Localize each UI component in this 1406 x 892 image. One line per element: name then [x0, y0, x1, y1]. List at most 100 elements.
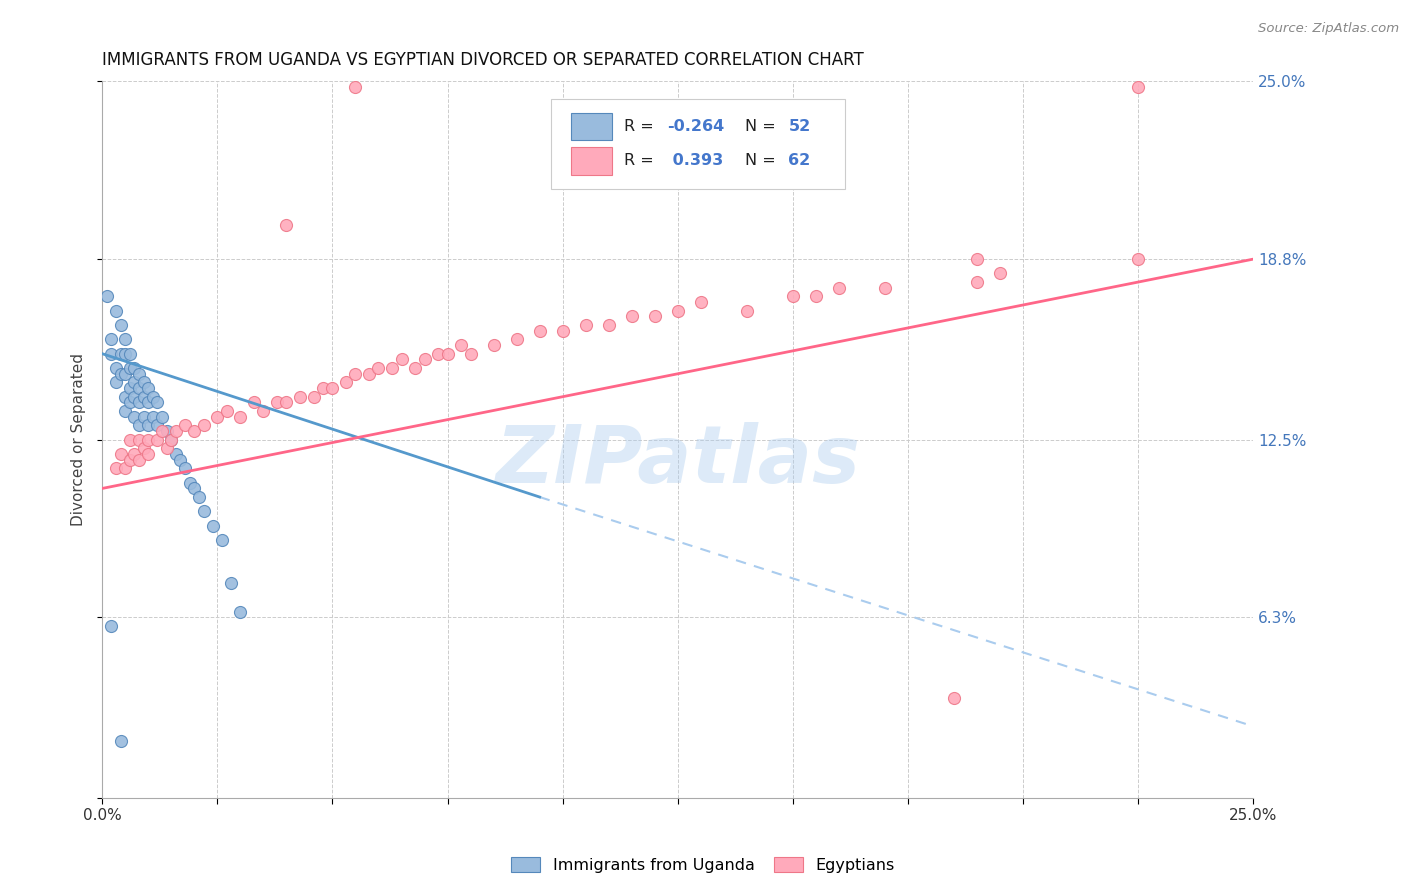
- Text: Source: ZipAtlas.com: Source: ZipAtlas.com: [1258, 22, 1399, 36]
- Point: [136, 433, 159, 447]
- Point: [114, 390, 136, 404]
- Point: [312, 381, 335, 395]
- Point: [344, 367, 367, 381]
- Point: [100, 332, 122, 346]
- Point: [391, 352, 413, 367]
- Point: [160, 433, 183, 447]
- Text: 62: 62: [789, 153, 811, 169]
- Point: [367, 361, 389, 376]
- Point: [114, 461, 136, 475]
- Text: N =: N =: [745, 119, 780, 134]
- Point: [988, 267, 1011, 281]
- Point: [179, 475, 201, 490]
- Point: [529, 324, 551, 338]
- Point: [96, 289, 118, 303]
- Point: [146, 395, 169, 409]
- Point: [124, 361, 146, 376]
- Point: [211, 533, 233, 547]
- Point: [193, 418, 215, 433]
- Point: [110, 733, 132, 747]
- Point: [252, 404, 274, 418]
- Point: [735, 303, 758, 318]
- Point: [427, 347, 450, 361]
- Point: [551, 324, 574, 338]
- Point: [666, 303, 689, 318]
- Point: [804, 289, 827, 303]
- Point: [100, 347, 122, 361]
- Point: [146, 418, 169, 433]
- Point: [436, 347, 458, 361]
- Point: [873, 281, 896, 295]
- Point: [966, 275, 988, 289]
- Point: [943, 690, 966, 705]
- Point: [146, 433, 169, 447]
- Point: [114, 367, 136, 381]
- Point: [100, 619, 122, 633]
- Point: [114, 404, 136, 418]
- Point: [128, 452, 150, 467]
- Point: [321, 381, 343, 395]
- Text: ZIPatlas: ZIPatlas: [495, 422, 860, 500]
- Text: R =: R =: [624, 153, 658, 169]
- Point: [344, 80, 367, 95]
- Point: [413, 352, 436, 367]
- Point: [150, 424, 173, 438]
- Point: [290, 390, 312, 404]
- FancyBboxPatch shape: [551, 99, 845, 189]
- Point: [689, 295, 711, 310]
- Point: [276, 218, 298, 232]
- Point: [124, 409, 146, 424]
- Point: [142, 409, 165, 424]
- Point: [505, 332, 527, 346]
- Point: [118, 381, 141, 395]
- Point: [128, 433, 150, 447]
- Point: [136, 418, 159, 433]
- Point: [160, 433, 183, 447]
- Point: [620, 310, 643, 324]
- Point: [174, 461, 197, 475]
- Point: [118, 361, 141, 376]
- Point: [302, 390, 325, 404]
- Point: [359, 367, 381, 381]
- FancyBboxPatch shape: [571, 113, 612, 140]
- Point: [266, 395, 288, 409]
- Point: [598, 318, 620, 332]
- Point: [335, 376, 357, 390]
- Point: [183, 424, 205, 438]
- Point: [118, 395, 141, 409]
- Point: [118, 433, 141, 447]
- Point: [165, 447, 187, 461]
- Point: [156, 424, 179, 438]
- Point: [187, 490, 209, 504]
- Point: [128, 395, 150, 409]
- Point: [124, 376, 146, 390]
- Point: [156, 442, 179, 456]
- Point: [105, 303, 128, 318]
- Point: [215, 404, 238, 418]
- Point: [460, 347, 482, 361]
- Text: N =: N =: [745, 153, 780, 169]
- Point: [124, 447, 146, 461]
- Point: [165, 424, 187, 438]
- Point: [128, 381, 150, 395]
- Point: [128, 418, 150, 433]
- Point: [828, 281, 851, 295]
- Y-axis label: Divorced or Separated: Divorced or Separated: [72, 353, 86, 526]
- Text: -0.264: -0.264: [668, 119, 724, 134]
- Point: [404, 361, 426, 376]
- Point: [132, 390, 155, 404]
- Text: IMMIGRANTS FROM UGANDA VS EGYPTIAN DIVORCED OR SEPARATED CORRELATION CHART: IMMIGRANTS FROM UGANDA VS EGYPTIAN DIVOR…: [103, 51, 863, 69]
- FancyBboxPatch shape: [571, 147, 612, 175]
- Point: [105, 376, 128, 390]
- Point: [124, 390, 146, 404]
- Point: [110, 347, 132, 361]
- Text: 0.393: 0.393: [668, 153, 724, 169]
- Point: [229, 605, 252, 619]
- Point: [219, 576, 242, 591]
- Point: [132, 409, 155, 424]
- Point: [110, 447, 132, 461]
- Point: [782, 289, 804, 303]
- Point: [150, 409, 173, 424]
- Text: 52: 52: [789, 119, 811, 134]
- Point: [114, 347, 136, 361]
